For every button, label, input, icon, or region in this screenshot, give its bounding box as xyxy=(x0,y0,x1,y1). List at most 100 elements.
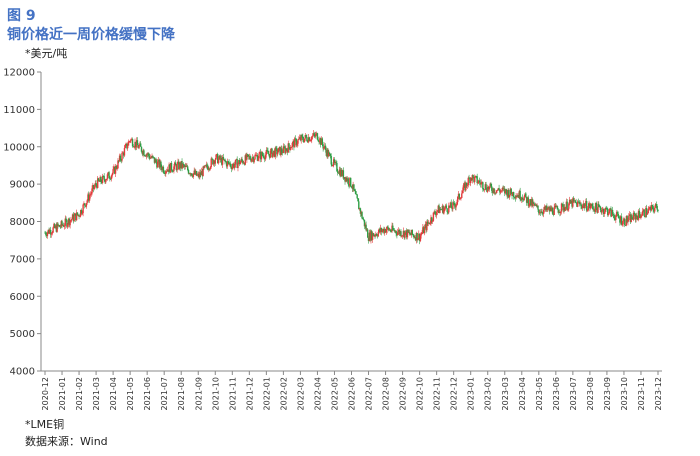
candle-body xyxy=(416,232,418,241)
candle-body xyxy=(339,169,341,177)
candle-body xyxy=(149,157,152,159)
candle-body xyxy=(277,152,279,155)
candle-body xyxy=(158,159,161,168)
candle-body xyxy=(528,204,530,206)
candle-body xyxy=(174,162,176,167)
candle-body xyxy=(607,213,610,216)
candle-body xyxy=(397,232,399,236)
candle-body xyxy=(281,148,283,153)
candle-body xyxy=(360,212,362,214)
x-tick-label: 2023-07 xyxy=(569,377,578,410)
candle-body xyxy=(419,235,422,241)
candle-body xyxy=(463,183,465,186)
candle-body xyxy=(597,203,599,213)
candle-body xyxy=(305,135,307,138)
chart-title: 铜价格近一周价格缓慢下降 xyxy=(7,27,175,43)
candle-body xyxy=(124,145,126,149)
candle-body xyxy=(619,218,621,223)
candle-body xyxy=(146,154,148,156)
candle-body xyxy=(437,205,439,211)
candle-body xyxy=(53,224,55,228)
candle-body xyxy=(623,219,625,221)
candle-body xyxy=(168,164,170,172)
x-tick-label: 2021-06 xyxy=(143,377,152,410)
candle-body xyxy=(480,182,482,185)
candle-body xyxy=(434,211,436,214)
candle-body xyxy=(264,158,266,160)
candle-body xyxy=(646,213,649,215)
candle-body xyxy=(355,193,358,195)
candles xyxy=(44,129,659,245)
candle-body xyxy=(592,206,594,210)
candle-body xyxy=(269,150,272,158)
candle-body xyxy=(57,223,59,227)
candle-body xyxy=(191,175,194,177)
candle-body xyxy=(176,163,178,171)
candle-body xyxy=(512,192,514,197)
candle-body xyxy=(518,190,521,198)
candle-body xyxy=(549,207,551,212)
candle-body xyxy=(438,205,440,214)
candle-body xyxy=(204,165,207,167)
candle-body xyxy=(487,186,489,192)
candle-body xyxy=(497,188,499,191)
candle-body xyxy=(517,195,520,198)
candle-body xyxy=(458,193,461,199)
candle-body xyxy=(62,225,65,227)
x-tick-label: 2021-03 xyxy=(92,377,101,410)
candle-body xyxy=(201,171,204,177)
candle-body xyxy=(247,154,249,156)
y-tick-label: 6000 xyxy=(10,292,35,303)
candle-body xyxy=(276,148,278,155)
candle-body xyxy=(388,229,391,231)
candle-body xyxy=(78,214,80,217)
candle-body xyxy=(280,148,282,156)
candle-body xyxy=(314,134,316,137)
candle-body xyxy=(244,155,246,165)
candle-body xyxy=(169,164,171,173)
candle-body xyxy=(58,225,60,227)
candle-body xyxy=(461,193,463,198)
candle-body xyxy=(175,165,178,171)
candle-body xyxy=(379,228,382,233)
y-tick-label: 11000 xyxy=(3,105,35,116)
candle-body xyxy=(456,202,458,205)
candle-body xyxy=(486,189,488,192)
candle-body xyxy=(505,189,508,192)
candle-body xyxy=(431,217,433,222)
candle-body xyxy=(242,160,244,164)
candle-body xyxy=(208,168,210,170)
candle-body xyxy=(509,188,512,195)
candle-body xyxy=(92,185,95,189)
candle-body xyxy=(418,233,420,239)
candle-body xyxy=(504,188,506,194)
candle-body xyxy=(270,148,272,151)
candle-body xyxy=(215,154,217,160)
candle-body xyxy=(105,180,107,183)
candle-body xyxy=(48,229,50,234)
candle-body xyxy=(92,185,94,189)
candle-body xyxy=(330,155,332,165)
candle-body xyxy=(317,139,319,142)
candle-body xyxy=(607,208,609,216)
candle-body xyxy=(118,160,120,162)
candle-body xyxy=(160,161,162,168)
candle-body xyxy=(524,193,526,197)
candle-body xyxy=(566,201,568,211)
candle-body xyxy=(384,229,386,234)
candle-body xyxy=(367,237,370,242)
candle-body xyxy=(347,178,349,185)
candle-body xyxy=(95,183,97,185)
candle-body xyxy=(442,205,444,214)
candle-body xyxy=(51,232,53,234)
candle-body xyxy=(644,216,646,217)
candle-body xyxy=(254,155,256,160)
candle-body xyxy=(349,177,351,186)
candle-body xyxy=(161,167,163,171)
candle-body xyxy=(144,155,146,157)
candle-body xyxy=(188,173,191,175)
candle-body xyxy=(308,137,311,142)
candle-body xyxy=(594,209,596,212)
candle-body xyxy=(126,143,128,149)
candle-body xyxy=(76,212,79,216)
